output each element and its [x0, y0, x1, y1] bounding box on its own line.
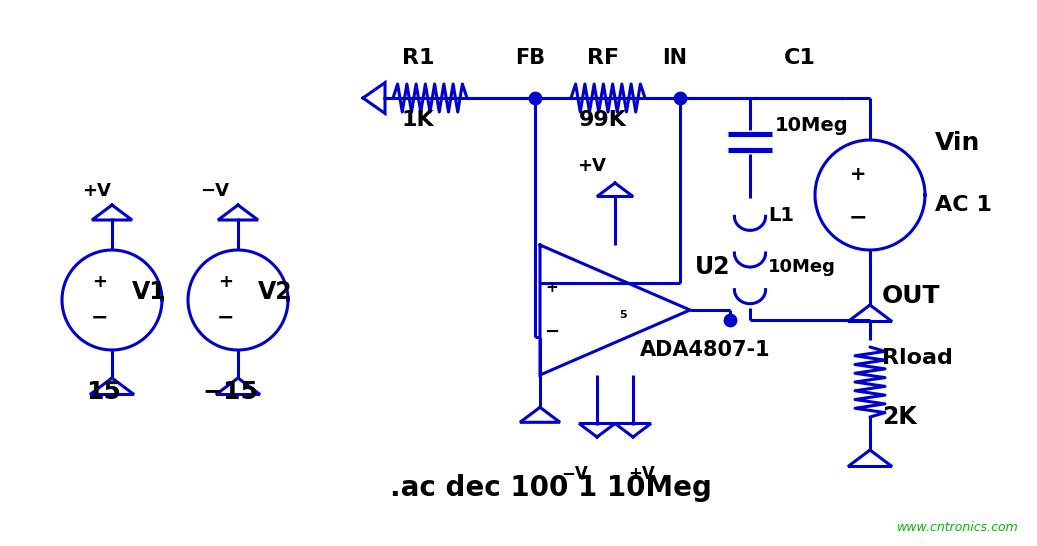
Text: −15: −15 [202, 380, 258, 404]
Text: +: + [849, 165, 866, 185]
Text: L1: L1 [768, 206, 794, 225]
Text: −: − [848, 207, 867, 227]
Text: RF: RF [587, 48, 619, 68]
Text: C1: C1 [784, 48, 816, 68]
Text: 10Meg: 10Meg [768, 258, 836, 276]
Text: +: + [545, 281, 558, 295]
Text: V1: V1 [132, 280, 167, 304]
Text: 99K: 99K [579, 110, 627, 130]
Text: +: + [219, 273, 233, 291]
Text: +V: +V [82, 182, 111, 200]
Text: −: − [544, 323, 560, 341]
Text: .ac dec 100 1 10Meg: .ac dec 100 1 10Meg [390, 474, 711, 502]
Text: −V: −V [200, 182, 229, 200]
Point [672, 93, 689, 102]
Text: −: − [91, 308, 109, 328]
Text: −: − [217, 308, 234, 328]
Text: OUT: OUT [882, 284, 941, 308]
Text: 1K: 1K [401, 110, 435, 130]
Text: +V: +V [628, 465, 654, 483]
Text: Rload: Rload [882, 348, 953, 368]
Point [527, 93, 543, 102]
Text: 2K: 2K [882, 405, 917, 429]
Text: 10Meg: 10Meg [776, 116, 849, 135]
Text: +: + [92, 273, 108, 291]
Text: Vin: Vin [935, 131, 980, 155]
Text: 5: 5 [619, 310, 626, 320]
Text: V2: V2 [258, 280, 292, 304]
Text: U2: U2 [695, 255, 730, 279]
Text: R1: R1 [401, 48, 435, 68]
Text: FB: FB [515, 48, 545, 68]
Text: AC 1: AC 1 [935, 195, 991, 215]
Text: −V: −V [562, 465, 588, 483]
Text: IN: IN [663, 48, 688, 68]
Text: ADA4807-1: ADA4807-1 [640, 340, 770, 360]
Text: +V: +V [577, 157, 606, 175]
Text: www.cntronics.com: www.cntronics.com [897, 521, 1019, 534]
Point [722, 316, 738, 324]
Text: 15: 15 [86, 380, 121, 404]
